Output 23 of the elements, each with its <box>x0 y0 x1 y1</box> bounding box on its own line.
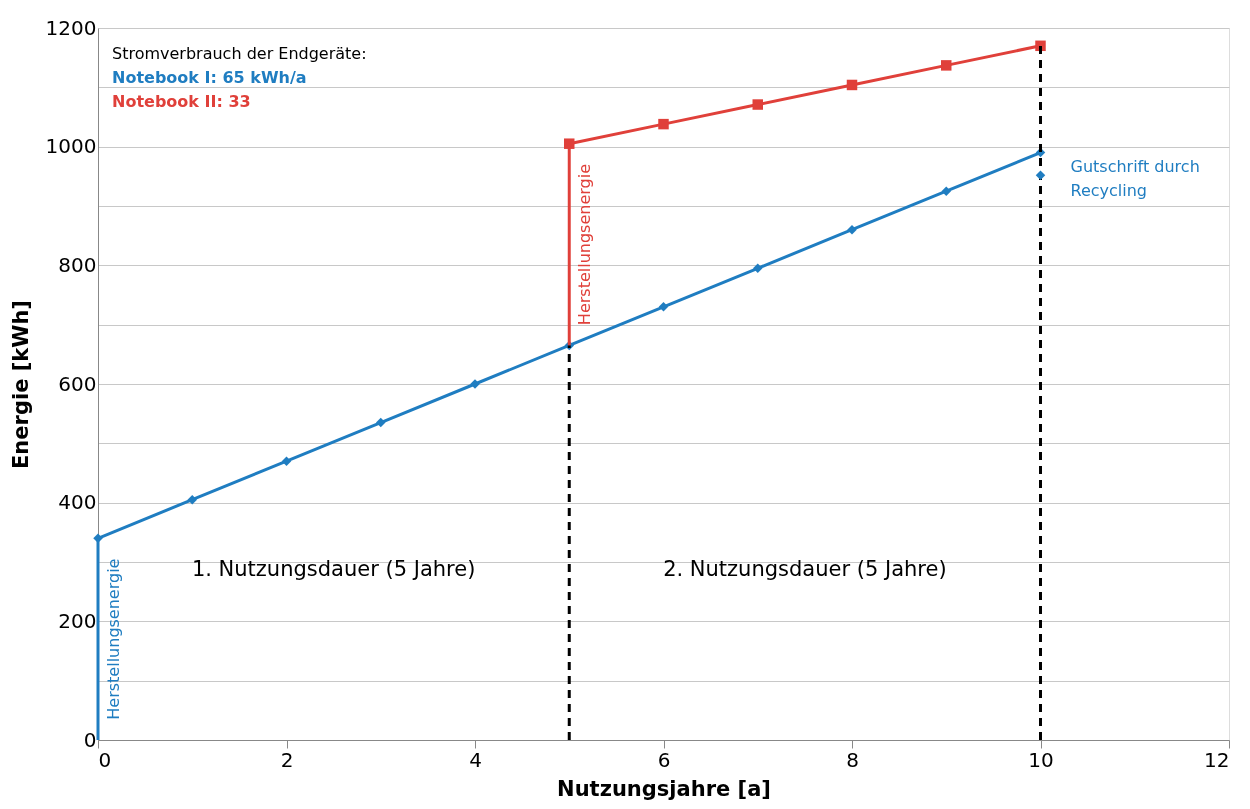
y-tick-label: 400 <box>58 490 97 515</box>
annotation: Gutschrift durch Recycling <box>1070 157 1200 201</box>
x-tick-label: 12 <box>1204 747 1230 772</box>
text: Notebook I: 65 kWh/a <box>112 68 307 87</box>
y-tick-label: 1000 <box>45 134 97 159</box>
annotation: 2. Nutzungsdauer (5 Jahre) <box>663 557 947 581</box>
annotation: 1. Nutzungsdauer (5 Jahre) <box>191 557 476 581</box>
y-tick-label: 800 <box>58 252 97 277</box>
y-axis-title: Energie [kWh] <box>8 300 33 469</box>
x-tick-label: 8 <box>846 747 859 772</box>
y-tick-label: 0 <box>83 727 97 752</box>
x-tick-label: 2 <box>280 747 294 772</box>
x-tick-label: 6 <box>657 747 671 772</box>
y-tick-label: 1200 <box>45 15 97 40</box>
y-tick-label: 600 <box>58 371 97 396</box>
text: Notebook II: 33 <box>112 92 251 111</box>
x-tick-label: 4 <box>469 747 482 772</box>
y-tick-label: 200 <box>58 608 97 633</box>
x-axis-title: Nutzungsjahre [a] <box>557 776 771 801</box>
annotation: Herstellungsenergie <box>104 558 123 720</box>
annotation: Herstellungsenergie <box>575 164 595 326</box>
legend-title: Stromverbrauch der Endgeräte: <box>112 44 367 63</box>
x-tick-label: 10 <box>1028 747 1054 772</box>
